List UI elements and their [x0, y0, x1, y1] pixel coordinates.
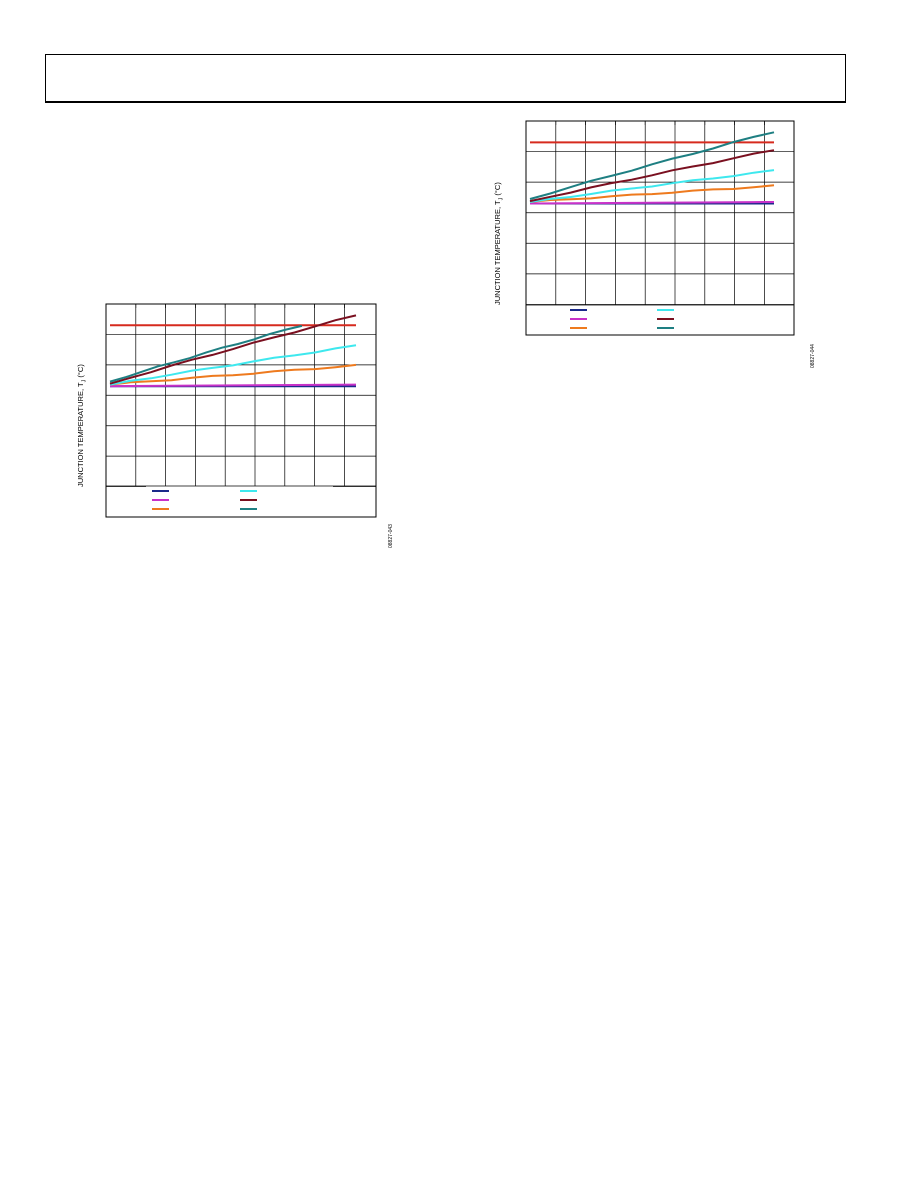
page-header-frame — [45, 54, 846, 103]
chart-frame — [105, 303, 377, 518]
series-line — [529, 184, 775, 203]
series-line — [109, 344, 357, 386]
chart-frame — [525, 120, 795, 336]
series-line — [529, 149, 775, 203]
series-line — [109, 363, 357, 386]
series-line — [529, 131, 775, 200]
series-line — [529, 169, 775, 203]
legend-background — [146, 487, 333, 515]
chart-2-figure-id: 08827-044 — [810, 344, 816, 368]
chart-2-y-axis-label: JUNCTION TEMPERATURE, TJ (°C) — [493, 182, 505, 305]
series-line — [529, 201, 775, 205]
series-line — [109, 314, 357, 385]
series-line — [109, 383, 357, 388]
series-line — [109, 324, 303, 383]
